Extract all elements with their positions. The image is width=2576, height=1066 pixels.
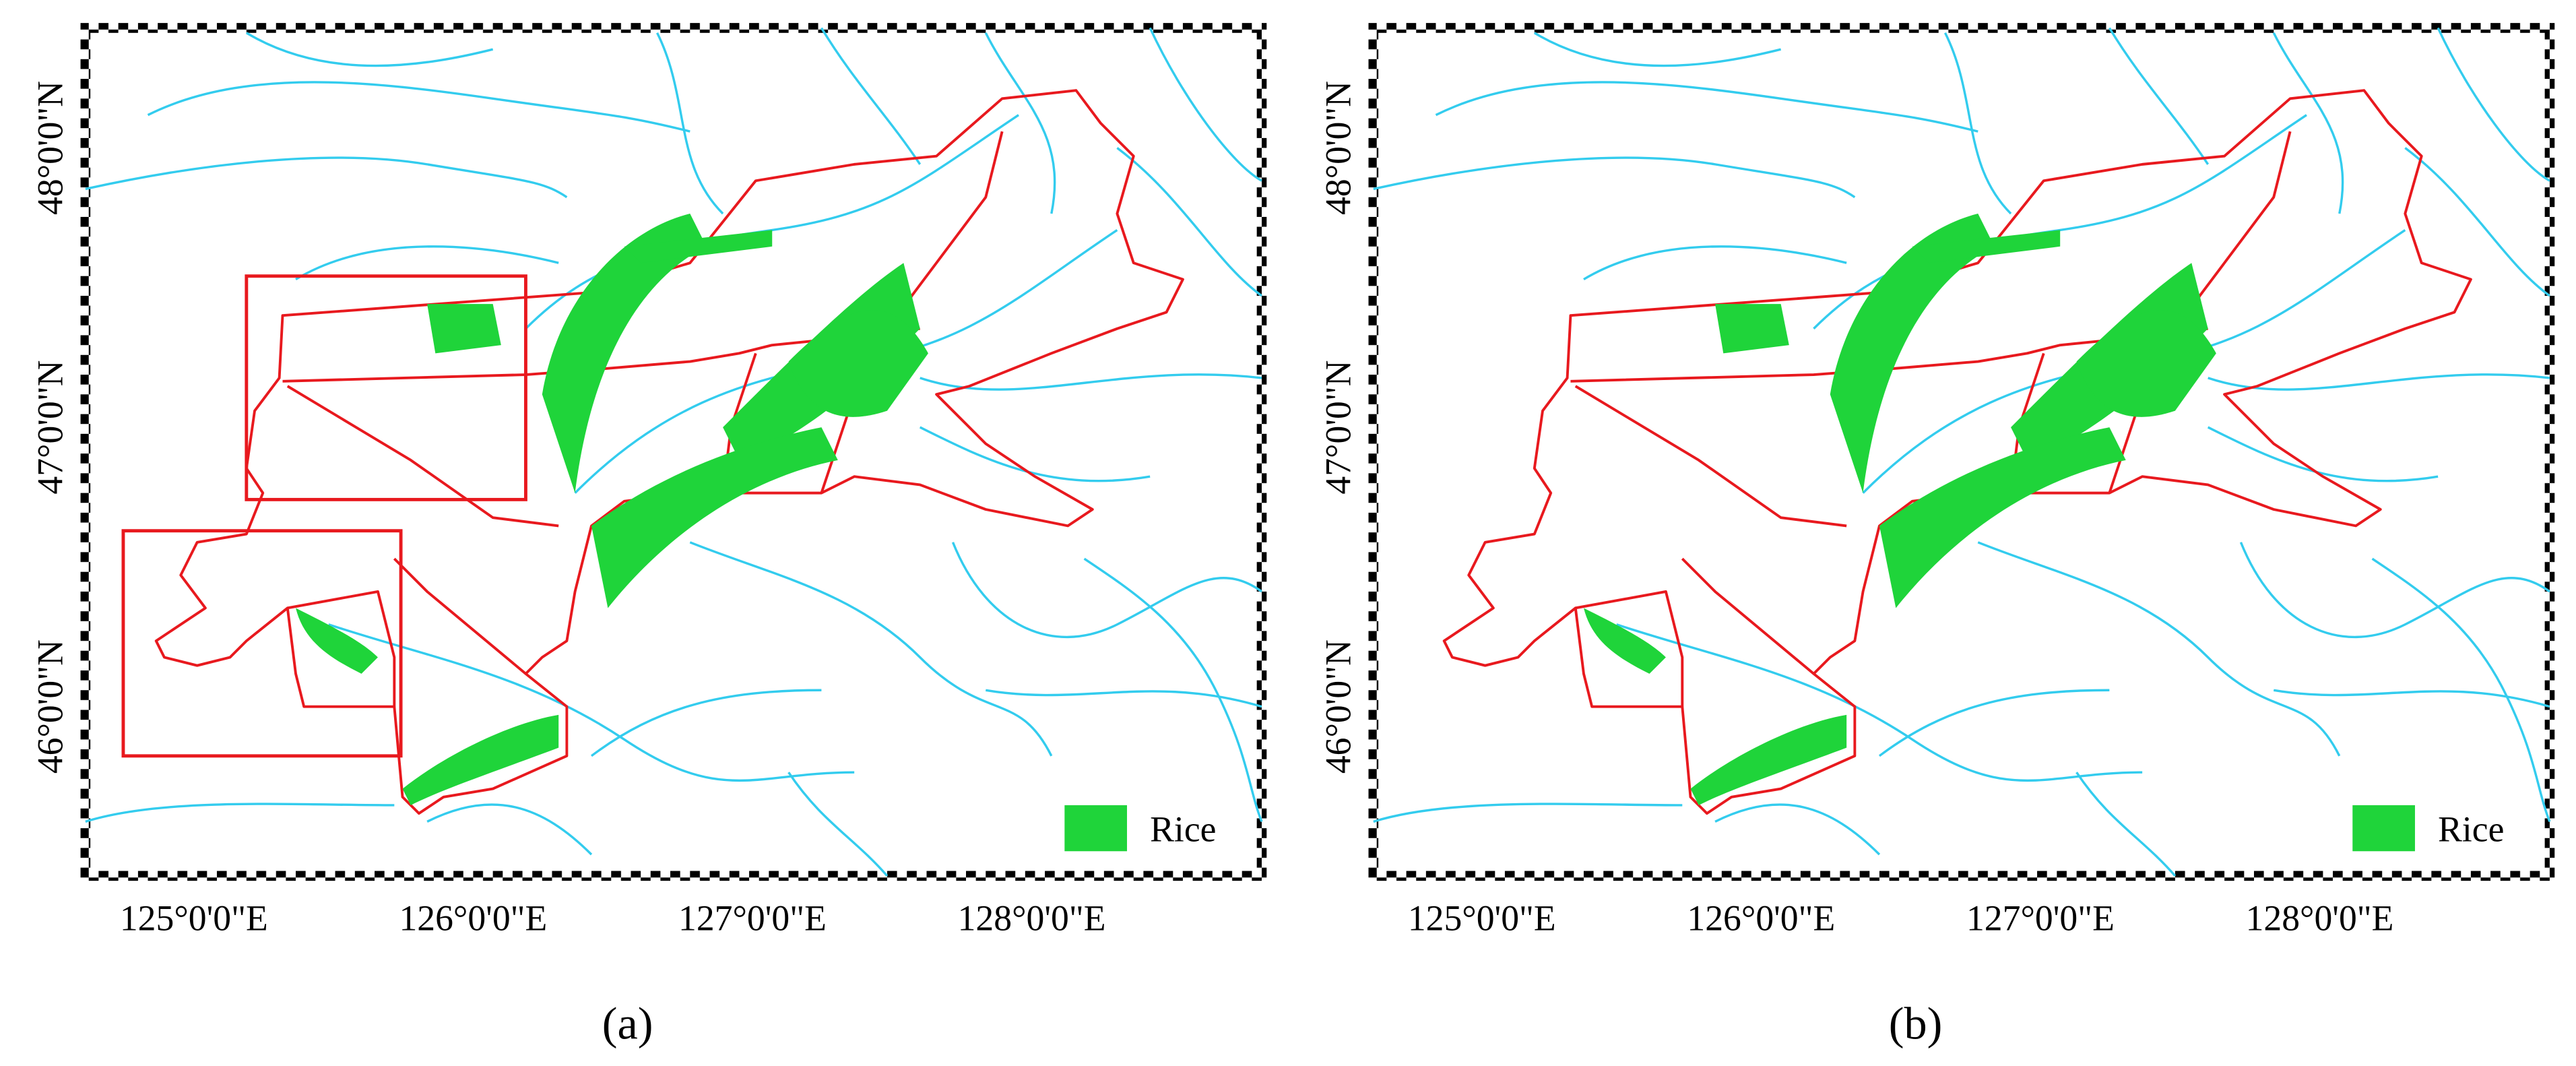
x-label: 128°0'0"E (2246, 898, 2394, 938)
y-label: 46°0'0"N (1318, 639, 1359, 774)
map-area (1378, 32, 2545, 871)
highlight-box (245, 274, 527, 501)
legend-label: Rice (1150, 809, 1216, 850)
legend-swatch (1064, 805, 1128, 852)
caption: (b) (1889, 997, 1943, 1048)
panel-b: Rice 125°0'0"E 126°0'0"E 127°0'0"E 128°0… (1318, 23, 2555, 1048)
x-label: 127°0'0"E (1966, 898, 2115, 938)
x-label: 125°0'0"E (1408, 898, 1556, 938)
y-label: 46°0'0"N (30, 639, 71, 774)
map-area (90, 32, 1257, 871)
y-label: 48°0'0"N (1318, 81, 1359, 215)
highlight-box (121, 529, 403, 758)
y-label: 48°0'0"N (30, 81, 71, 215)
x-label: 127°0'0"E (678, 898, 827, 938)
x-label: 125°0'0"E (120, 898, 268, 938)
legend-label: Rice (2438, 809, 2504, 850)
x-label: 126°0'0"E (1687, 898, 1835, 938)
y-label: 47°0'0"N (1318, 360, 1359, 495)
panel-a: Rice 125°0'0"E 126°0'0"E 127°0'0"E 128°0… (30, 23, 1267, 1048)
caption: (a) (602, 997, 653, 1048)
legend-swatch (2352, 805, 2415, 852)
x-label: 126°0'0"E (399, 898, 547, 938)
y-label: 47°0'0"N (30, 360, 71, 495)
x-label: 128°0'0"E (958, 898, 1106, 938)
